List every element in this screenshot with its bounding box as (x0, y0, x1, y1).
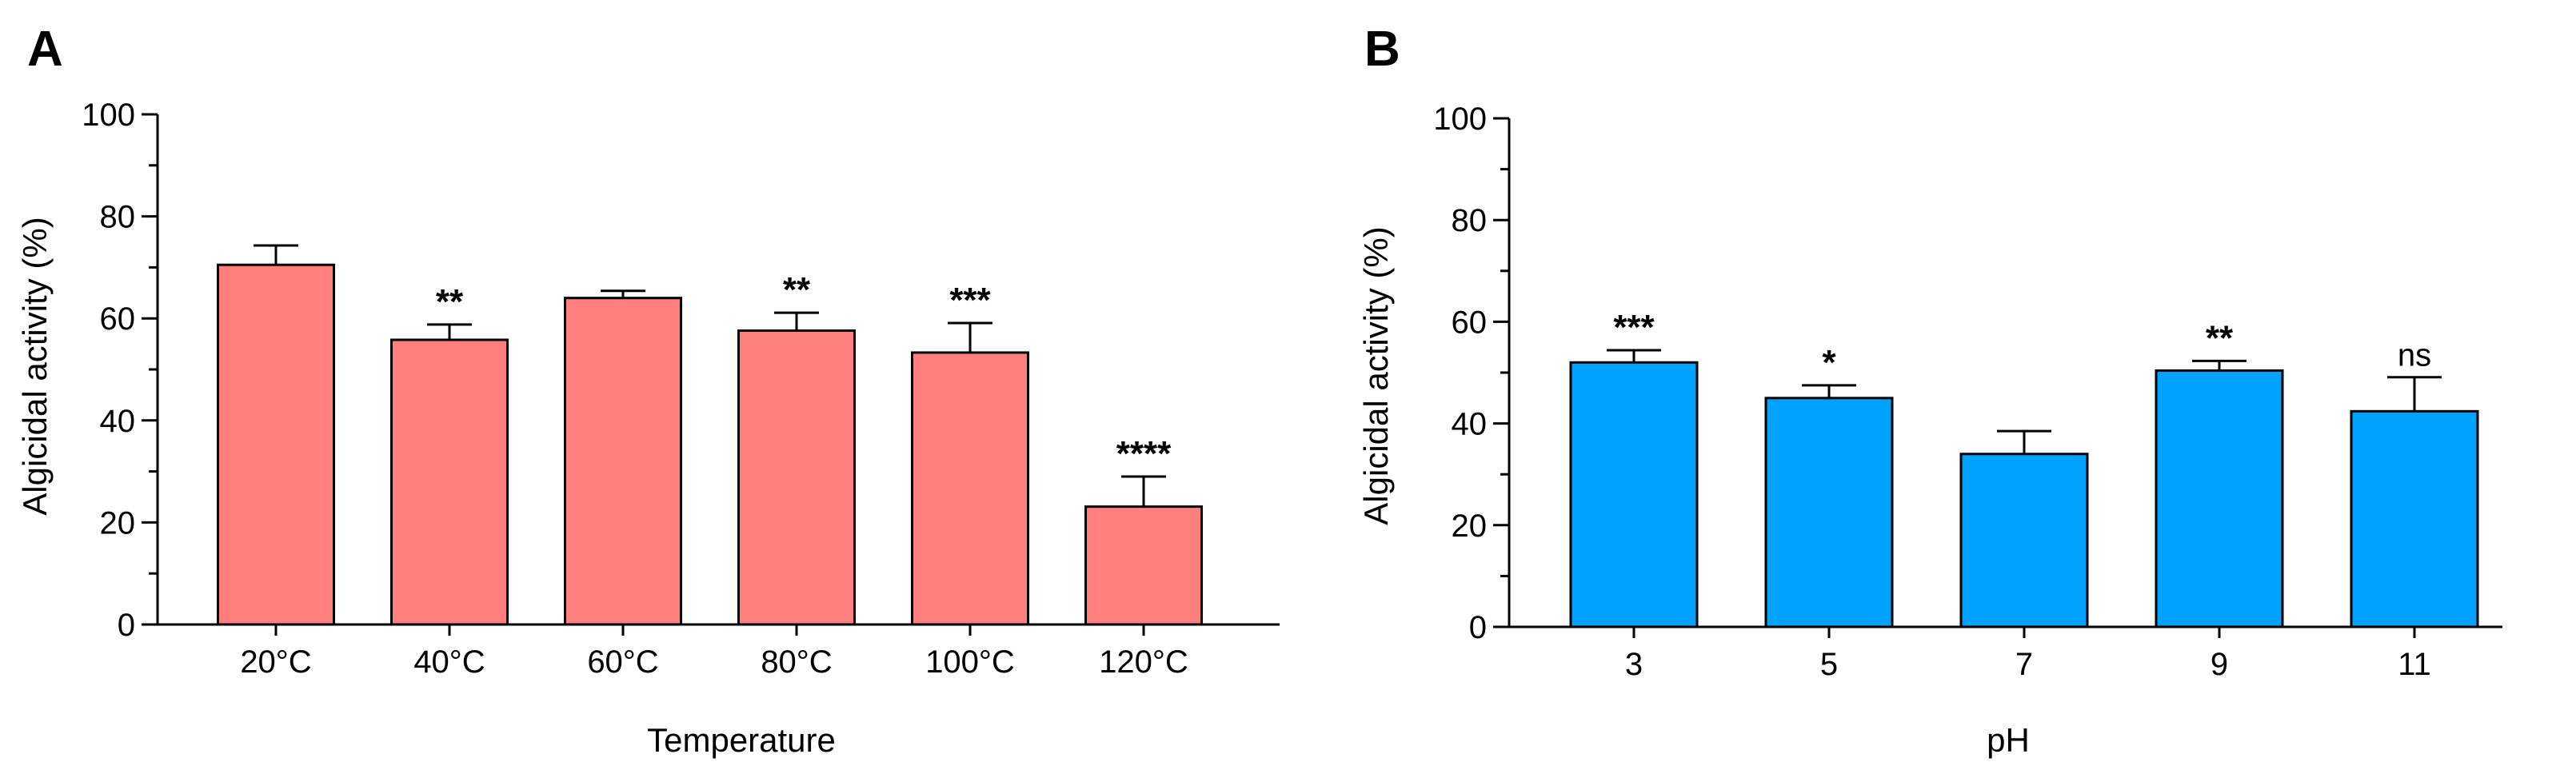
bar-b-2 (1959, 453, 2089, 628)
y-tick-label-b: 0 (1469, 610, 1487, 645)
bar-b-3 (2155, 369, 2284, 628)
bar-a-1 (390, 338, 509, 626)
x-axis-title-b: pH (1987, 721, 2030, 759)
x-tick-label-b: 9 (2211, 647, 2228, 682)
significance-label-a: *** (949, 281, 991, 320)
bar-b-4 (2350, 409, 2479, 628)
significance-label-b: *** (1613, 308, 1655, 347)
bar-a-4 (911, 351, 1029, 626)
significance-label-b: ** (2206, 318, 2234, 357)
significance-label-b: * (1822, 343, 1836, 382)
panel-a: A Algicidal activity (%) Temperature 20°… (16, 22, 1280, 759)
bar-a-3 (737, 329, 856, 626)
x-tick-label-a: 20°C (240, 644, 311, 680)
y-axis-title-b: Algicidal activity (%) (1357, 226, 1395, 525)
y-tick-label-b: 20 (1452, 509, 1488, 544)
bar-a-0 (217, 263, 335, 626)
significance-label-b: ns (2398, 338, 2431, 373)
bar-a-5 (1084, 505, 1203, 626)
y-tick-label-b: 40 (1452, 407, 1488, 442)
y-axis-title-a: Algicidal activity (%) (16, 217, 54, 515)
x-tick-label-b: 3 (1625, 647, 1643, 682)
y-tick-label-a: 40 (100, 404, 136, 439)
x-axis-title-a: Temperature (647, 721, 836, 759)
bar-b-0 (1569, 361, 1699, 628)
panel-b: B Algicidal activity (%) pH 3 *** 5 * 7 9 ** 11… (1357, 22, 2502, 759)
x-tick-label-a: 100°C (925, 644, 1015, 680)
bar-b-1 (1764, 397, 1894, 628)
x-tick-label-b: 7 (2015, 647, 2033, 682)
y-tick-label-a: 80 (100, 200, 136, 235)
significance-label-a: **** (1116, 434, 1172, 473)
bar-a-2 (564, 297, 682, 626)
panel-label-b: B (1364, 22, 1400, 77)
y-tick-label-a: 60 (100, 301, 136, 337)
y-tick-label-a: 100 (82, 98, 135, 133)
y-tick-label-b: 100 (1433, 102, 1487, 137)
significance-label-a: ** (436, 282, 464, 321)
significance-label-a: ** (783, 270, 811, 309)
x-tick-label-a: 80°C (761, 644, 832, 680)
x-tick-label-b: 11 (2398, 647, 2431, 682)
x-tick-label-a: 40°C (413, 644, 485, 680)
y-tick-label-b: 60 (1452, 305, 1488, 340)
y-tick-label-a: 20 (100, 505, 136, 541)
plot-area-b: 3 *** 5 * 7 9 ** 11 ns 0 20 40 60 80 100 (1433, 102, 2502, 682)
plot-area-a: 20°C 40°C ** 60°C 80°C ** 100°C *** 120°C **** 0 20… (82, 98, 1280, 680)
x-tick-label-a: 60°C (587, 644, 658, 680)
x-tick-label-a: 120°C (1099, 644, 1188, 680)
panel-label-a: A (27, 22, 63, 77)
y-tick-label-b: 80 (1452, 203, 1488, 238)
y-tick-label-a: 0 (118, 608, 135, 643)
x-tick-label-b: 5 (1820, 647, 1838, 682)
